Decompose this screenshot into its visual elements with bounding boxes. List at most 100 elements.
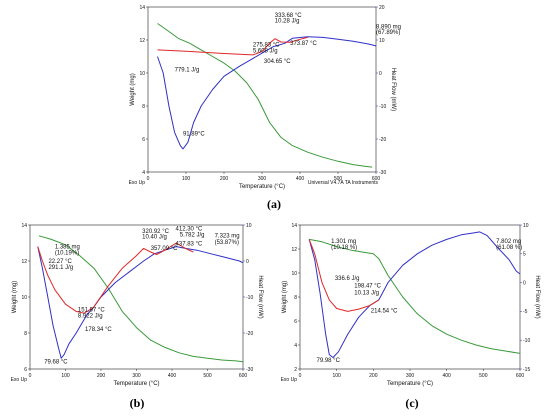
chart-panel-a: 0 100 200 300 400 500 600 4 6 8 10 12 14 -30 -20 -10 0 10…: [129, 5, 401, 211]
y-tick-label: 12: [291, 247, 297, 253]
y-right-tick-label: 0: [246, 259, 249, 265]
annotation-label: 7.323 mg: [215, 234, 240, 240]
series-line-2: [37, 246, 244, 359]
x-tick-label: 600: [239, 373, 248, 379]
exo-up-label: Exo Up: [129, 180, 146, 186]
x-tick-label: 500: [203, 373, 212, 379]
annotation-label: (61.08 %): [496, 245, 522, 251]
annotation-label: (10.18 %): [331, 245, 357, 251]
exo-up-label: Exo Up: [281, 377, 298, 383]
series-line-2: [157, 36, 377, 150]
x-tick-label: 0: [29, 373, 32, 379]
x-tick-label: 400: [442, 373, 451, 379]
series-line-1: [157, 23, 373, 168]
y-right-axis-label: Heat Flow (mW): [257, 275, 263, 318]
x-axis-label: Temperature (°C): [239, 184, 285, 190]
annotation-label: 373.87 °C: [290, 41, 317, 47]
y-right-axis-label: Heat Flow (mW): [534, 275, 540, 318]
x-tick-label: 100: [332, 373, 341, 379]
annotation-label: 304.65 °C: [264, 59, 291, 65]
y-right-tick-label: -30: [246, 367, 253, 373]
y-tick-label: 6: [142, 137, 145, 143]
x-tick-label: 600: [516, 373, 525, 379]
y-tick-label: 4: [142, 170, 145, 176]
y-tick-label: 6: [24, 367, 27, 373]
chart-panel-b: 0 100 200 300 400 500 600 6 8 10 12 14 -30 -20 -10 0 10 T…: [11, 223, 263, 410]
x-tick-label: 500: [479, 373, 488, 379]
annotation-label: 357.09 °C: [151, 246, 178, 252]
x-tick-label: 200: [97, 373, 106, 379]
annotation-label: 5.608 J/g: [253, 48, 278, 54]
x-tick-label: 400: [296, 176, 305, 182]
y-tick-label: 8: [294, 295, 297, 301]
y-tick-label: 8: [142, 104, 145, 110]
series-line-3: [37, 242, 194, 314]
x-tick-label: 200: [220, 176, 229, 182]
annotation-label: 178.34 °C: [85, 327, 112, 333]
y-tick-label: 14: [21, 223, 27, 229]
panel-caption: (c): [405, 396, 418, 410]
annotation-label: 779.1 J/g: [175, 67, 200, 73]
y-right-tick-label: -10: [523, 338, 530, 344]
annotation-label: 214.54 °C: [371, 309, 398, 315]
x-tick-label: 500: [334, 176, 343, 182]
y-right-tick-label: 10: [379, 38, 385, 44]
x-tick-label: 400: [168, 373, 177, 379]
annotation-label: 333.68 °C: [275, 13, 302, 19]
x-tick-label: 600: [372, 176, 381, 182]
annotation-label: 10.28 J/g: [275, 19, 300, 25]
chart-panel-c: 0 100 200 300 400 500 600 2 4 6 8 10 12 14 -15 -10 -5 0 5 1…: [281, 223, 540, 410]
annotation-label: 412.30 °C: [176, 226, 203, 232]
y-axis-label: Weight (mg): [12, 281, 18, 314]
y-right-tick-label: 5: [523, 252, 526, 258]
y-right-tick-label: -5: [523, 309, 528, 315]
y-right-tick-label: -10: [379, 104, 386, 110]
x-tick-label: 100: [61, 373, 70, 379]
annotation-label: (53.87%): [215, 240, 239, 246]
series-line-1: [309, 238, 521, 354]
annotation-label: 1.301 mg: [331, 239, 356, 245]
annotation-label: 275.83 °C: [253, 43, 280, 49]
panel-caption: (a): [267, 197, 281, 211]
y-tick-label: 8: [24, 331, 27, 337]
x-tick-label: 100: [182, 176, 191, 182]
annotation-label: 320.92 °C: [142, 229, 169, 235]
x-tick-label: 200: [369, 373, 378, 379]
y-right-tick-label: -30: [379, 170, 386, 176]
y-right-tick-label: 0: [523, 280, 526, 286]
x-tick-label: 300: [258, 176, 267, 182]
annotation-label: 8.922 J/g: [78, 314, 103, 320]
y-right-tick-label: -20: [379, 137, 386, 143]
y-tick-label: 10: [291, 271, 297, 277]
x-tick-label: 300: [406, 373, 415, 379]
annotation-label: 1.385 mg: [55, 244, 80, 250]
x-tick-label: 0: [299, 373, 302, 379]
annotation-label: 7.802 mg: [496, 239, 521, 245]
y-tick-label: 14: [291, 223, 297, 229]
x-tick-label: 0: [147, 176, 150, 182]
x-axis-label: Temperature (°C): [113, 381, 159, 387]
y-tick-label: 4: [294, 343, 297, 349]
y-tick-label: 2: [294, 367, 297, 373]
series-line-1: [38, 235, 244, 363]
annotation-label: 151.97 °C: [78, 307, 105, 313]
annotation-label: 8.890 mg: [376, 24, 401, 30]
annotation-label: 10.40 J/g: [142, 235, 167, 241]
y-right-axis-label: Heat Flow (mW): [390, 68, 396, 111]
annotation-label: 336.6 J/g: [335, 276, 360, 282]
y-axis-label: Weight (mg): [282, 281, 288, 314]
x-axis-label: Temperature (°C): [387, 381, 433, 387]
y-right-tick-label: 0: [379, 71, 382, 77]
annotation-label: 79.68 °C: [44, 360, 68, 366]
y-right-tick-label: 10: [246, 223, 252, 229]
y-tick-label: 10: [21, 295, 27, 301]
y-axis-label: Weight (mg): [130, 73, 136, 106]
annotation-label: 10.13 J/g: [354, 291, 379, 297]
annotation-label: 22.27 °C: [48, 259, 72, 265]
series-line-3: [157, 36, 308, 56]
y-right-tick-label: -15: [523, 367, 530, 373]
annotation-label: (67.89%): [376, 30, 400, 36]
series-line-2: [308, 231, 521, 358]
panel-caption: (b): [130, 396, 145, 410]
